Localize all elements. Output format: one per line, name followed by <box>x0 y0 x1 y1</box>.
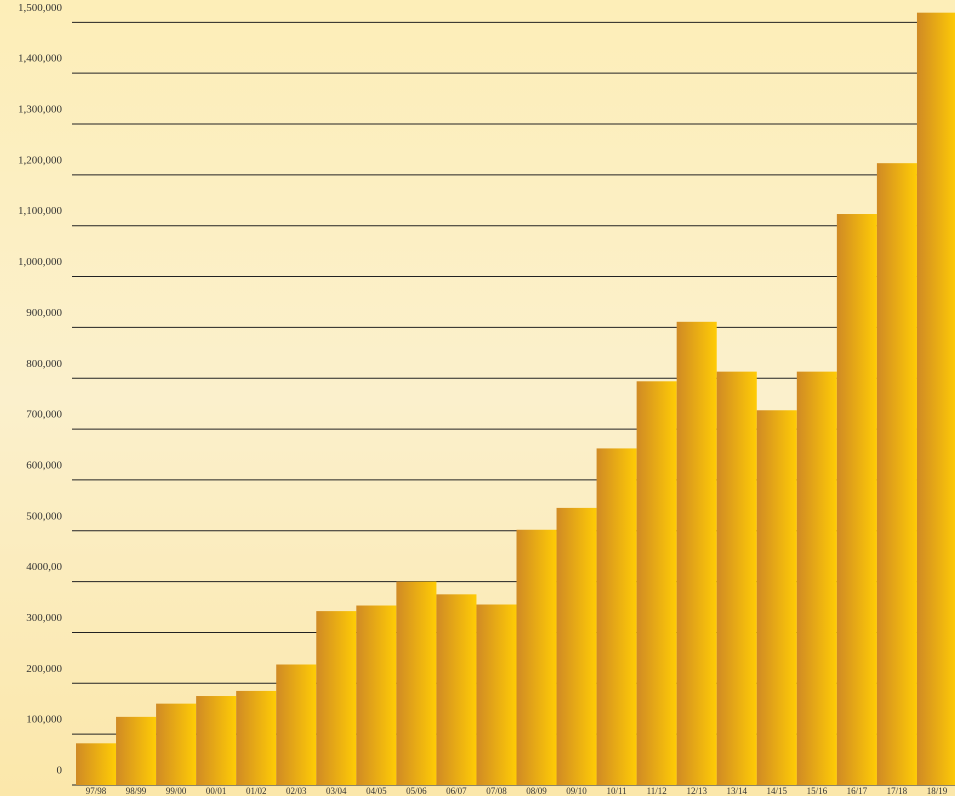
bar <box>796 371 837 785</box>
bar <box>516 529 557 785</box>
x-tick-label: 15/16 <box>807 786 828 796</box>
bar <box>596 448 637 785</box>
x-tick-label: 17/18 <box>887 786 908 796</box>
y-tick-label: 200,000 <box>26 663 62 675</box>
bar <box>356 605 397 785</box>
bar <box>836 214 877 785</box>
bar <box>396 581 437 785</box>
x-tick-label: 98/99 <box>126 786 147 796</box>
bar <box>716 371 757 785</box>
y-tick-label: 1,500,000 <box>18 2 63 14</box>
bar <box>276 664 317 785</box>
x-tick-label: 11/12 <box>647 786 667 796</box>
y-tick-label: 600,000 <box>26 459 62 471</box>
y-tick-label: 500,000 <box>26 510 62 522</box>
bar <box>436 594 477 785</box>
y-tick-label: 0 <box>57 765 63 777</box>
x-tick-label: 02/03 <box>286 786 307 796</box>
x-tick-label: 18/19 <box>927 786 948 796</box>
bar <box>556 507 597 785</box>
y-tick-label: 1,100,000 <box>18 205 63 217</box>
bar <box>196 696 237 785</box>
x-tick-label: 10/11 <box>607 786 627 796</box>
y-tick-label: 1,300,000 <box>18 104 63 116</box>
y-tick-label: 4000,00 <box>26 561 62 573</box>
y-tick-label: 1,400,000 <box>18 53 63 65</box>
y-tick-label: 700,000 <box>26 409 62 421</box>
bar <box>316 611 357 785</box>
x-tick-label: 04/05 <box>366 786 387 796</box>
y-tick-label: 1,200,000 <box>18 154 63 166</box>
x-tick-label: 00/01 <box>206 786 227 796</box>
y-tick-label: 1,000,000 <box>18 256 63 268</box>
bar <box>636 381 677 785</box>
bar <box>116 716 157 785</box>
x-tick-label: 09/10 <box>566 786 587 796</box>
bar <box>676 321 717 785</box>
x-tick-label: 08/09 <box>526 786 547 796</box>
y-tick-label: 100,000 <box>26 714 62 726</box>
y-tick-label: 900,000 <box>26 307 62 319</box>
bar <box>236 690 277 785</box>
bar <box>156 703 197 785</box>
x-tick-label: 13/14 <box>726 786 747 796</box>
x-tick-label: 03/04 <box>326 786 347 796</box>
x-tick-label: 07/08 <box>486 786 507 796</box>
x-tick-label: 97/98 <box>86 786 107 796</box>
x-tick-label: 01/02 <box>246 786 267 796</box>
x-tick-label: 05/06 <box>406 786 427 796</box>
y-tick-label: 800,000 <box>26 358 62 370</box>
bar <box>916 12 955 786</box>
bar <box>476 604 517 785</box>
x-tick-label: 99/00 <box>166 786 187 796</box>
x-tick-label: 12/13 <box>686 786 707 796</box>
bar <box>76 743 117 785</box>
y-tick-label: 300,000 <box>26 612 62 624</box>
bar <box>756 410 797 785</box>
x-tick-label: 06/07 <box>446 786 467 796</box>
x-tick-label: 16/17 <box>847 786 868 796</box>
x-tick-label: 14/15 <box>767 786 788 796</box>
bar <box>876 163 917 786</box>
